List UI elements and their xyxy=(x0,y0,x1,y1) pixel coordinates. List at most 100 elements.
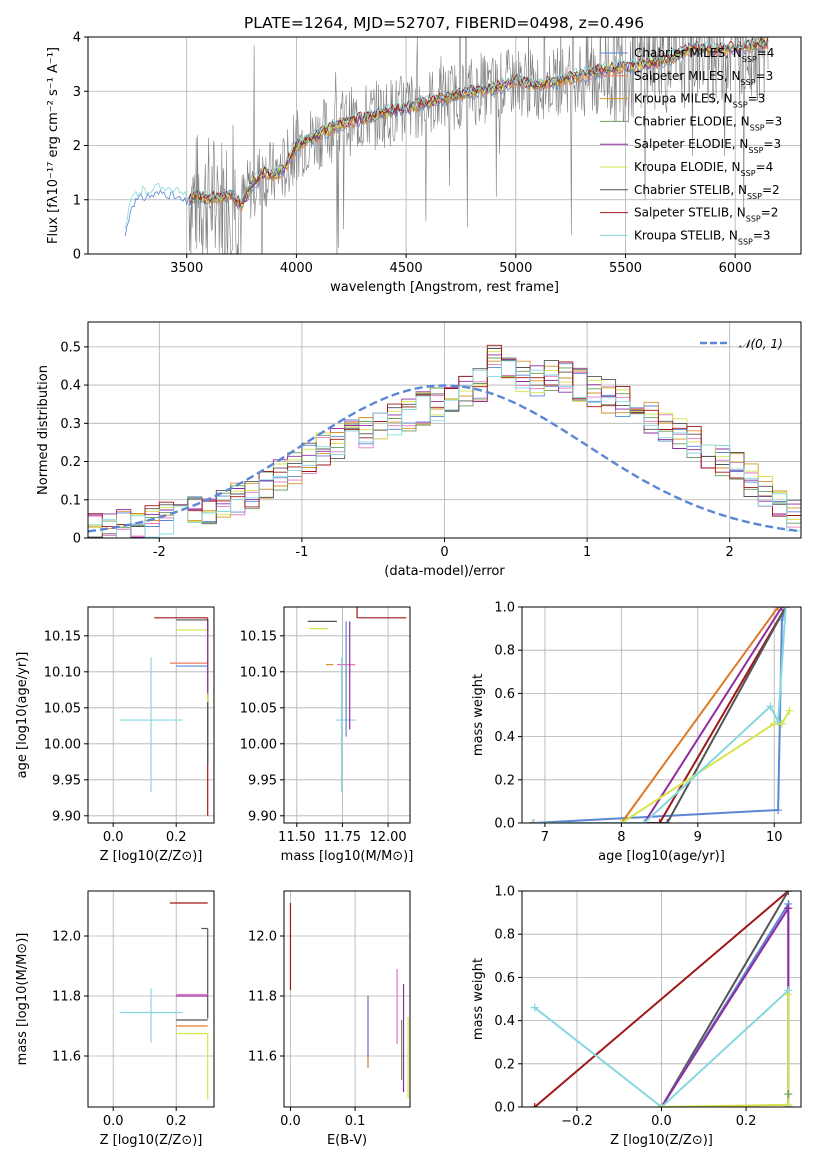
x-tick-label: 11.50 xyxy=(278,830,315,845)
axes-frame xyxy=(87,606,215,824)
weight-marker xyxy=(784,904,793,913)
x-axis-label: Z [log10(Z/Z⊙)] xyxy=(100,849,203,864)
plot-area xyxy=(88,344,801,538)
grid xyxy=(522,606,801,824)
errorbar-point xyxy=(176,619,209,764)
panel-massweight_vs_Z: mass weight −0.2 0.0 0.2 0.0 0.2 0.4 0.6 0.8 1.0 Z… xyxy=(471,885,802,1148)
legend-label: Chabrier ELODIE, NSSP=3 xyxy=(634,114,782,131)
axes-frame xyxy=(283,606,411,824)
y-tick-label: 10.00 xyxy=(44,737,81,752)
y-tick-label: 9.95 xyxy=(52,773,81,788)
y-tick-label: 0.2 xyxy=(494,1057,515,1072)
weight-line xyxy=(533,607,783,823)
panel-mass_vs_Z: mass [log10(M/M⊙)] 0.0 0.2 11.6 11.8 12.0 Z [l… xyxy=(15,890,215,1148)
x-tick-label: 8 xyxy=(617,830,625,845)
x-axis-label: age [log10(age/yr)] xyxy=(598,849,725,864)
weight-marker xyxy=(529,819,538,823)
y-tick-label: 9.90 xyxy=(248,809,277,824)
panel-massweight_vs_age: mass weight 7 8 9 10 0.0 0.2 0.4 0.6 0.8 1.0 age [l… xyxy=(471,601,802,864)
panel-residuals: 𝒩(0, 1) Normed distribution -2 -1 0 1 2 0 0.1 0.2… xyxy=(36,321,802,579)
x-axis-label: Z [log10(Z/Z⊙)] xyxy=(610,1133,713,1148)
weight-marker xyxy=(784,1100,793,1107)
y-tick-label: 0.8 xyxy=(494,644,515,659)
weight-marker xyxy=(784,1090,793,1099)
x-tick-label: 7 xyxy=(541,830,549,845)
y-axis-label: Normed distribution xyxy=(36,365,51,495)
x-tick-label: 12.00 xyxy=(369,830,406,845)
x-tick-label: 0.1 xyxy=(345,1114,366,1129)
y-axis-label: age [log10(age/yr)] xyxy=(15,652,30,779)
x-tick-label: 0.0 xyxy=(103,1114,124,1129)
panel-age_vs_mass: 11.50 11.75 12.00 9.90 9.95 10.00 10.05 10.10 10… xyxy=(240,606,413,864)
weight-line xyxy=(660,891,790,1107)
y-tick-label: 12.0 xyxy=(52,930,81,945)
legend-label: Salpeter MILES, NSSP=3 xyxy=(634,69,773,87)
weight-marker xyxy=(617,819,626,823)
legend-label: Kroupa MILES, NSSP=3 xyxy=(634,92,765,110)
errorbar-point xyxy=(176,1032,209,1100)
x-tick-label: 5500 xyxy=(609,261,642,276)
y-tick-label: 0 xyxy=(73,532,81,547)
x-tick-label: 0.2 xyxy=(166,830,187,845)
legend-label: Salpeter ELODIE, NSSP=3 xyxy=(634,137,781,155)
x-tick-label: 11.75 xyxy=(324,830,361,845)
plot-area xyxy=(289,903,409,1098)
y-tick-label: 2 xyxy=(73,139,81,154)
y-tick-label: 10.05 xyxy=(240,701,277,716)
weight-line xyxy=(533,607,787,823)
weight-marker xyxy=(781,607,790,611)
legend-label: Chabrier STELIB, NSSP=2 xyxy=(634,183,780,201)
weight-marker xyxy=(774,806,783,815)
normal-curve xyxy=(88,384,801,533)
x-tick-label: −0.2 xyxy=(561,1114,593,1129)
weight-line xyxy=(533,607,787,823)
y-tick-label: 0.4 xyxy=(494,730,515,745)
x-axis-label: Z [log10(Z/Z⊙)] xyxy=(100,1133,203,1148)
errorbar-point xyxy=(119,657,183,793)
x-tick-label: 1 xyxy=(583,545,591,560)
y-tick-label: 0.4 xyxy=(60,379,81,394)
weight-marker xyxy=(777,607,786,611)
x-tick-label: 5000 xyxy=(499,261,532,276)
legend: Chabrier MILES, NSSP=4 Salpeter MILES, NS… xyxy=(600,46,782,246)
plot-area xyxy=(119,617,209,816)
y-tick-label: 11.6 xyxy=(248,1050,277,1065)
weight-marker xyxy=(784,990,793,999)
panel-spectrum: Chabrier MILES, NSSP=4 Salpeter MILES, NS… xyxy=(46,31,802,295)
plot-area xyxy=(530,891,793,1107)
legend-label: Kroupa STELIB, NSSP=3 xyxy=(634,228,771,246)
errorbar-point xyxy=(201,927,209,1019)
x-tick-label: 4500 xyxy=(390,261,423,276)
x-tick-label: 0 xyxy=(440,545,448,560)
y-tick-label: 0.1 xyxy=(60,493,81,508)
weight-marker xyxy=(640,819,649,823)
weight-line xyxy=(533,607,787,823)
y-axis-label: mass [log10(M/M⊙)] xyxy=(15,933,30,1066)
y-tick-label: 0.0 xyxy=(494,1101,515,1116)
y-tick-label: 0.0 xyxy=(494,817,515,832)
y-tick-label: 4 xyxy=(73,31,81,46)
y-tick-label: 1.0 xyxy=(494,601,515,616)
y-axis-label: Flux [fλ10⁻¹⁷ erg cm⁻² s⁻¹ A⁻¹] xyxy=(46,47,61,244)
y-axis-label: mass weight xyxy=(471,958,486,1040)
y-tick-label: 11.8 xyxy=(52,990,81,1005)
y-tick-label: 10.10 xyxy=(44,665,81,680)
weight-marker xyxy=(530,1003,539,1012)
weight-line xyxy=(533,607,779,823)
plot-area xyxy=(307,607,407,793)
weight-marker xyxy=(774,607,783,611)
y-tick-label: 0.2 xyxy=(60,455,81,470)
axes-frame xyxy=(521,606,802,824)
weight-marker xyxy=(530,1103,539,1107)
x-tick-label: 0.2 xyxy=(736,1114,757,1129)
chart-panels: Chabrier MILES, NSSP=4 Salpeter MILES, NS… xyxy=(15,31,802,1148)
x-tick-label: 9 xyxy=(694,830,702,845)
weight-marker xyxy=(785,706,794,715)
weight-marker xyxy=(774,717,783,726)
x-tick-label: 4000 xyxy=(280,261,313,276)
x-axis-label: wavelength [Angstrom, rest frame] xyxy=(330,280,559,295)
figure-title: PLATE=1264, MJD=52707, FIBERID=0498, z=0… xyxy=(244,14,644,32)
axes-frame xyxy=(87,890,215,1108)
y-tick-label: 0 xyxy=(73,248,81,263)
x-tick-label: -2 xyxy=(153,545,166,560)
